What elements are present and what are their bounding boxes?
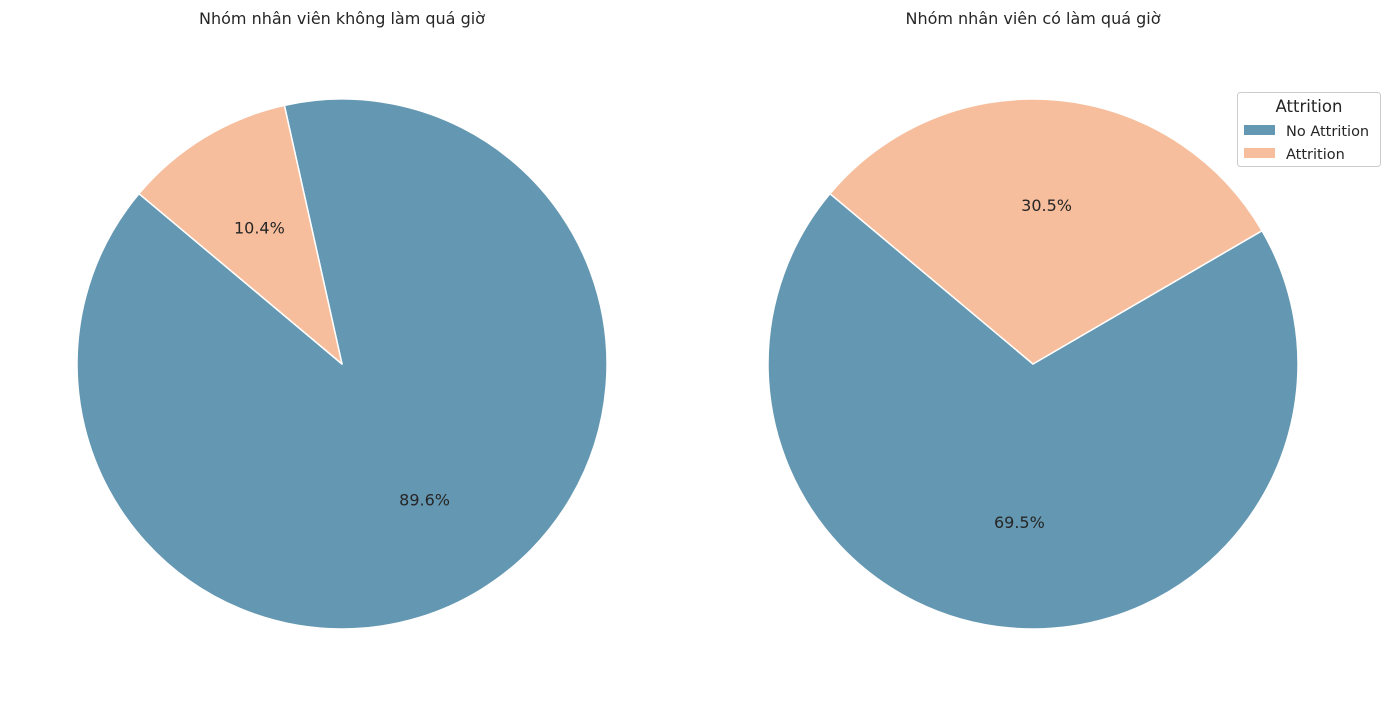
legend-swatch-no-attrition — [1244, 125, 1275, 135]
chart-title-no-overtime: Nhóm nhân viên không làm quá giờ — [199, 9, 485, 28]
chart-title-overtime: Nhóm nhân viên có làm quá giờ — [905, 9, 1160, 28]
legend-title: Attrition — [1276, 97, 1343, 116]
legend-label-no-attrition: No Attrition — [1286, 124, 1369, 140]
slice-label-attrition-overtime: 30.5% — [1021, 196, 1072, 215]
legend-label-attrition: Attrition — [1286, 147, 1345, 163]
pie-chart-overtime: Nhóm nhân viên có làm quá giờ 69.5% 30.5… — [767, 9, 1299, 630]
pie-chart-no-overtime: Nhóm nhân viên không làm quá giờ 89.6% 1… — [76, 9, 608, 630]
pie-slice-attrition-overtime — [829, 98, 1263, 365]
pie-slice-attrition-no-overtime — [138, 104, 343, 365]
legend: Attrition No Attrition Attrition — [1237, 92, 1381, 167]
slice-label-attrition-no-overtime: 10.4% — [234, 219, 285, 238]
pie-slices-no-overtime — [76, 98, 608, 630]
legend-swatch-attrition — [1244, 148, 1275, 158]
slice-label-no-attrition-no-overtime: 89.6% — [399, 490, 450, 509]
slice-label-no-attrition-overtime: 69.5% — [994, 513, 1045, 532]
pie-slices-overtime — [767, 98, 1299, 630]
pie-slice-no-attrition-overtime — [767, 192, 1299, 630]
